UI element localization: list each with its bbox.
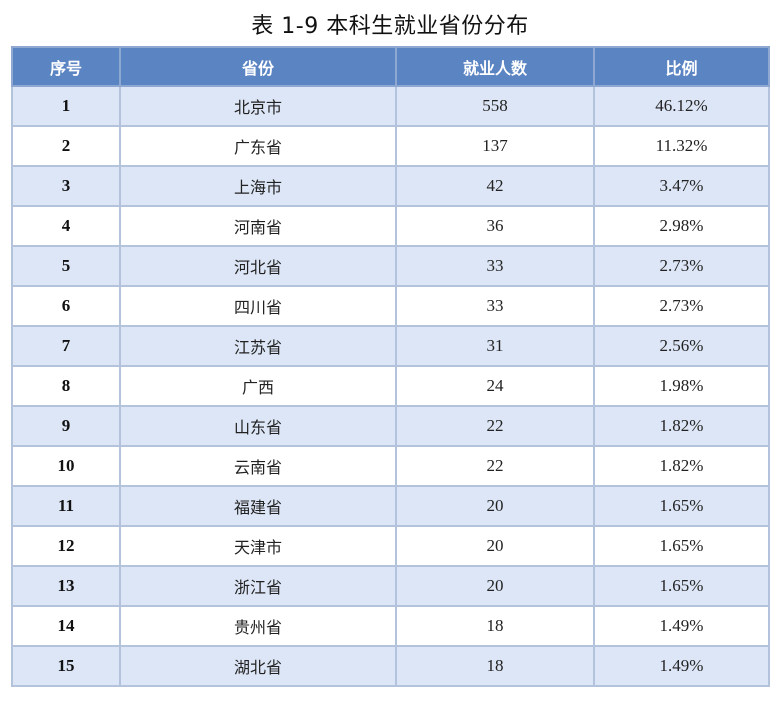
row-employed-count: 18 xyxy=(395,645,595,687)
row-province: 贵州省 xyxy=(119,605,397,647)
table-row: 3 上海市 42 3.47% xyxy=(11,165,770,207)
row-employed-count: 20 xyxy=(395,565,595,607)
row-ratio: 2.98% xyxy=(593,205,770,247)
row-index: 6 xyxy=(11,285,121,327)
row-ratio: 1.65% xyxy=(593,525,770,567)
table-title: 表 1-9 本科生就业省份分布 xyxy=(251,14,529,39)
row-employed-count: 22 xyxy=(395,405,595,447)
row-province: 湖北省 xyxy=(119,645,397,687)
row-index: 9 xyxy=(11,405,121,447)
row-province: 云南省 xyxy=(119,445,397,487)
row-employed-count: 18 xyxy=(395,605,595,647)
row-ratio: 1.82% xyxy=(593,445,770,487)
table-row: 7 江苏省 31 2.56% xyxy=(11,325,770,367)
row-employed-count: 558 xyxy=(395,85,595,127)
row-employed-count: 36 xyxy=(395,205,595,247)
row-province: 广东省 xyxy=(119,125,397,167)
row-employed-count: 22 xyxy=(395,445,595,487)
table-row: 11 福建省 20 1.65% xyxy=(11,485,770,527)
row-ratio: 2.73% xyxy=(593,245,770,287)
table-row: 5 河北省 33 2.73% xyxy=(11,245,770,287)
row-ratio: 1.49% xyxy=(593,645,770,687)
row-employed-count: 137 xyxy=(395,125,595,167)
row-employed-count: 31 xyxy=(395,325,595,367)
row-employed-count: 42 xyxy=(395,165,595,207)
row-ratio: 1.98% xyxy=(593,365,770,407)
row-ratio: 2.73% xyxy=(593,285,770,327)
row-province: 浙江省 xyxy=(119,565,397,607)
employment-province-table: 序号 省份 就业人数 比例 1 北京市 558 46.12% 2 广东省 137 11.32%… xyxy=(11,46,770,687)
row-province: 四川省 xyxy=(119,285,397,327)
row-province: 福建省 xyxy=(119,485,397,527)
row-province: 上海市 xyxy=(119,165,397,207)
table-row: 13 浙江省 20 1.65% xyxy=(11,565,770,607)
row-employed-count: 20 xyxy=(395,485,595,527)
row-ratio: 1.49% xyxy=(593,605,770,647)
table-row: 12 天津市 20 1.65% xyxy=(11,525,770,567)
table-row: 4 河南省 36 2.98% xyxy=(11,205,770,247)
row-province: 江苏省 xyxy=(119,325,397,367)
row-index: 7 xyxy=(11,325,121,367)
row-ratio: 46.12% xyxy=(593,85,770,127)
row-index: 13 xyxy=(11,565,121,607)
table-header-row: 序号 省份 就业人数 比例 xyxy=(11,46,770,87)
table-row: 2 广东省 137 11.32% xyxy=(11,125,770,167)
row-employed-count: 33 xyxy=(395,285,595,327)
table-row: 15 湖北省 18 1.49% xyxy=(11,645,770,687)
row-index: 12 xyxy=(11,525,121,567)
table-row: 10 云南省 22 1.82% xyxy=(11,445,770,487)
row-ratio: 1.65% xyxy=(593,485,770,527)
row-index: 11 xyxy=(11,485,121,527)
row-index: 3 xyxy=(11,165,121,207)
row-index: 2 xyxy=(11,125,121,167)
header-province: 省份 xyxy=(119,46,397,87)
row-index: 1 xyxy=(11,85,121,127)
table-row: 1 北京市 558 46.12% xyxy=(11,85,770,127)
row-employed-count: 24 xyxy=(395,365,595,407)
row-province: 河北省 xyxy=(119,245,397,287)
row-province: 天津市 xyxy=(119,525,397,567)
row-index: 15 xyxy=(11,645,121,687)
row-employed-count: 20 xyxy=(395,525,595,567)
row-index: 10 xyxy=(11,445,121,487)
table-row: 14 贵州省 18 1.49% xyxy=(11,605,770,647)
row-province: 北京市 xyxy=(119,85,397,127)
table-row: 6 四川省 33 2.73% xyxy=(11,285,770,327)
header-ratio: 比例 xyxy=(593,46,770,87)
row-employed-count: 33 xyxy=(395,245,595,287)
row-ratio: 1.82% xyxy=(593,405,770,447)
header-employed-count: 就业人数 xyxy=(395,46,595,87)
table-row: 9 山东省 22 1.82% xyxy=(11,405,770,447)
row-index: 8 xyxy=(11,365,121,407)
row-index: 5 xyxy=(11,245,121,287)
header-index: 序号 xyxy=(11,46,121,87)
row-index: 4 xyxy=(11,205,121,247)
row-index: 14 xyxy=(11,605,121,647)
table-row: 8 广西 24 1.98% xyxy=(11,365,770,407)
row-province: 广西 xyxy=(119,365,397,407)
row-ratio: 2.56% xyxy=(593,325,770,367)
row-province: 山东省 xyxy=(119,405,397,447)
row-ratio: 11.32% xyxy=(593,125,770,167)
row-ratio: 1.65% xyxy=(593,565,770,607)
row-province: 河南省 xyxy=(119,205,397,247)
row-ratio: 3.47% xyxy=(593,165,770,207)
